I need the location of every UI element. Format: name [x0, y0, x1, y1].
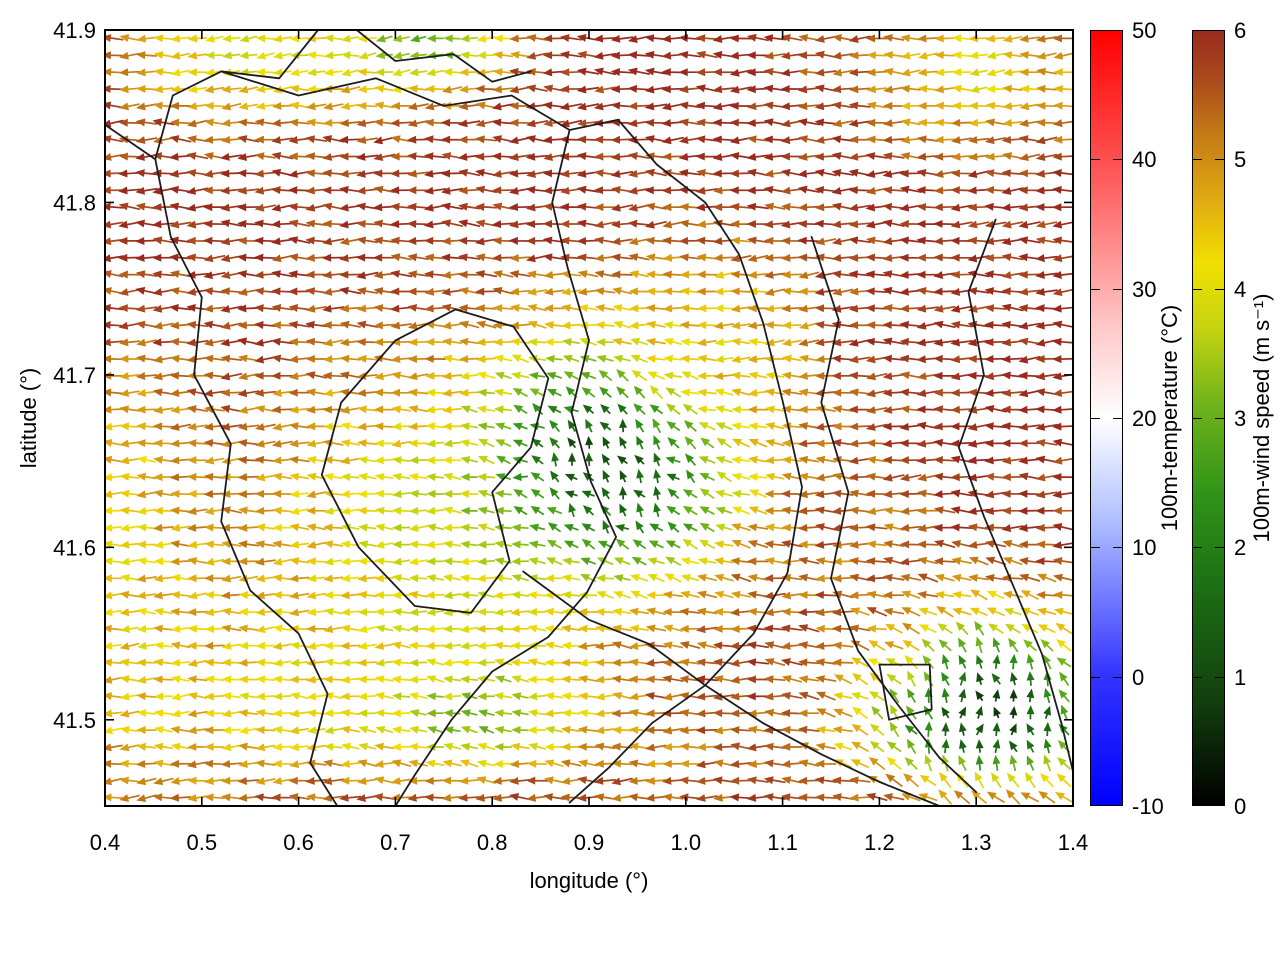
colorbar-tick-label: 50 [1132, 18, 1157, 43]
colorbar-tick [1113, 288, 1122, 290]
colorbar-tick-label: 20 [1132, 406, 1157, 431]
temperature-colorbar-label: 100m-temperature (°C) [1157, 304, 1182, 532]
axis-ticks: 0.4 0.5 0.6 0.7 0.8 0.9 1.0 1.1 1.2 1.3 1.4 41.5 41.… [53, 18, 1088, 855]
x-tick-label: 0.9 [574, 830, 605, 855]
wind-speed-colorbar: 0 1 2 3 4 5 6 [1192, 20, 1246, 818]
colorbar-tick [1113, 418, 1122, 419]
colorbar-tick [1215, 547, 1224, 549]
boundary-lines-layer [105, 30, 1073, 806]
y-tick-label: 41.6 [53, 535, 96, 560]
colorbar-tick-label: 40 [1132, 147, 1157, 173]
colorbar-tick-label: 10 [1132, 535, 1157, 561]
x-tick-label: 1.4 [1058, 830, 1089, 855]
wind-arrows-layer [105, 33, 1073, 805]
colorbar-tick [1113, 547, 1122, 549]
colorbar-tick [1091, 288, 1100, 290]
colorbar-tick-label: -10 [1132, 794, 1164, 819]
x-axis-label: longitude (°) [529, 868, 649, 893]
x-tick-label: 1.1 [767, 830, 798, 855]
colorbar-tick-label: 0 [1234, 794, 1247, 819]
x-tick-label: 0.5 [187, 830, 218, 855]
colorbar-tick [1193, 676, 1202, 678]
colorbar-tick [1113, 159, 1122, 161]
colorbar-tick [1091, 676, 1100, 678]
colorbar-tick [1215, 418, 1224, 419]
colorbar-tick-label: 6 [1234, 18, 1247, 43]
colorbar-tick-label: 1 [1234, 664, 1247, 690]
colorbar-tick-label: 30 [1132, 276, 1157, 302]
x-tick-label: 0.7 [380, 830, 411, 855]
y-tick-label: 41.8 [53, 190, 96, 215]
colorbar-tick-label: 0 [1132, 664, 1145, 690]
colorbar-tick [1193, 288, 1202, 290]
wind-colorbar-label: 100m-wind speed (m s⁻¹) [1249, 293, 1274, 543]
colorbar-tick-label: 2 [1234, 535, 1247, 561]
y-tick-label: 41.9 [53, 18, 96, 43]
x-tick-label: 0.6 [283, 830, 314, 855]
x-tick-label: 1.0 [671, 830, 702, 855]
colorbar-tick-label: 5 [1234, 147, 1247, 173]
x-tick-label: 1.3 [961, 830, 992, 855]
colorbar-tick-label: 3 [1234, 406, 1247, 431]
x-tick-label: 1.2 [864, 830, 895, 855]
colorbar-tick [1091, 159, 1100, 161]
y-tick-label: 41.5 [53, 708, 96, 733]
x-tick-label: 0.8 [477, 830, 508, 855]
colorbar-tick-label: 4 [1234, 276, 1247, 302]
colorbar-tick [1113, 676, 1122, 678]
colorbar-tick [1215, 676, 1224, 678]
colorbar-tick [1215, 288, 1224, 290]
temperature-colorbar: -10 0 10 20 30 40 50 [1090, 20, 1164, 818]
y-tick-label: 41.7 [53, 363, 96, 388]
colorbar-tick [1091, 547, 1100, 549]
colorbar-tick [1091, 418, 1100, 419]
colorbar-tick [1215, 159, 1224, 161]
colorbar-tick [1193, 418, 1202, 419]
y-axis-label: latitude (°) [16, 367, 41, 469]
x-tick-label: 0.4 [90, 830, 121, 855]
colorbar-tick [1193, 547, 1202, 549]
colorbar-tick [1193, 159, 1202, 161]
